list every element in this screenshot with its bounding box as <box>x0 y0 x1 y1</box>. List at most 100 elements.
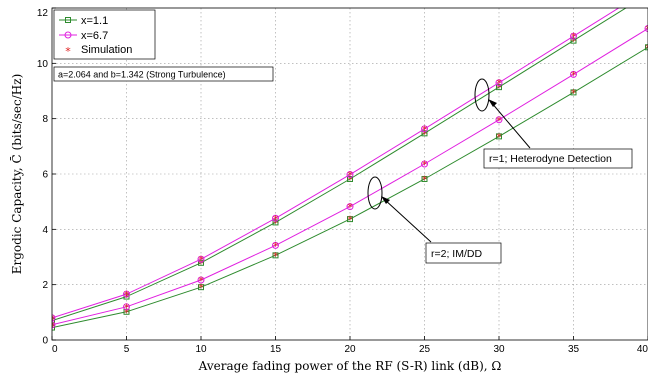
x-tick-label: 40 <box>637 344 648 355</box>
data-point-square <box>272 219 279 226</box>
series-group: ************************************ <box>49 8 648 335</box>
y-tick-label: 6 <box>42 170 48 181</box>
legend-label-simulation: Simulation <box>81 44 132 56</box>
x-tick-label: 20 <box>344 344 356 355</box>
legend-label-x67: x=6.7 <box>81 30 108 42</box>
data-point-circle <box>272 214 279 222</box>
data-point-circle <box>272 241 279 249</box>
series-layer: ************************************ <box>49 8 648 335</box>
x-axis-title: Average fading power of the RF (S-R) lin… <box>198 359 502 373</box>
data-point-circle <box>570 32 577 40</box>
x-tick-label: 10 <box>195 344 207 355</box>
parameter-note-box <box>53 66 274 82</box>
simulation-point: * <box>273 217 279 230</box>
simulation-point: * <box>496 131 502 144</box>
simulation-point: * <box>198 274 204 287</box>
annotation-heterodyne: r=1; Heterodyne Detection <box>474 78 633 169</box>
x-tick-label: 15 <box>270 344 282 355</box>
data-point-circle <box>346 171 354 179</box>
data-point-circle <box>52 314 56 322</box>
simulation-point: * <box>124 289 130 302</box>
annotation-heterodyne-arrowhead <box>488 99 497 107</box>
simulation-point: * <box>273 213 279 226</box>
data-point-square <box>421 175 428 182</box>
legend-square-marker <box>65 17 71 23</box>
parameter-note-text: a=2.064 and b=1.342 (Strong Turbulence) <box>58 70 226 80</box>
legend-item-x11: x=1.1 <box>59 15 108 27</box>
simulation-point: * <box>347 201 353 214</box>
legend-label-x11: x=1.1 <box>81 15 108 27</box>
data-point-circle <box>570 70 577 78</box>
simulation-point: * <box>124 306 130 319</box>
legend-asterisk-marker: * <box>65 45 71 58</box>
annotation-heterodyne-label: r=1; Heterodyne Detection <box>489 153 612 165</box>
data-point-circle <box>123 290 130 298</box>
simulation-point: * <box>347 173 353 186</box>
x-tick-label: 30 <box>493 344 505 355</box>
simulation-point: * <box>496 82 502 95</box>
simulation-point: * <box>273 240 279 253</box>
data-point-circle <box>421 160 428 168</box>
simulation-point: * <box>273 250 279 263</box>
annotation-imdd-arrowhead <box>381 196 390 204</box>
y-axis-title: Ergodic Capacity, C̄ (bits/sec/Hz) <box>9 74 24 275</box>
x-tick-label: 25 <box>419 344 431 355</box>
simulation-point: * <box>496 114 502 127</box>
legend: x=1.1 x=6.7 * Simulation <box>53 9 156 60</box>
simulation-point: * <box>571 35 577 48</box>
simulation-point: * <box>571 87 577 100</box>
annotation-heterodyne-ellipse <box>474 78 490 112</box>
data-point-square <box>198 284 204 291</box>
data-point-circle <box>52 321 56 329</box>
y-tick-label: 4 <box>42 225 48 236</box>
legend-circle-marker <box>64 31 72 39</box>
data-point-circle <box>123 303 130 311</box>
simulation-point: * <box>49 312 55 325</box>
annotation-imdd-label: r=2; IM/DD <box>431 248 482 260</box>
simulation-point: * <box>198 254 204 267</box>
y-tick-label: 0 <box>42 336 48 347</box>
annotation-imdd-ellipse <box>367 176 383 210</box>
annotation-imdd: r=2; IM/DD <box>367 176 502 264</box>
simulation-point: * <box>422 159 428 172</box>
data-point-circle <box>197 276 205 284</box>
data-point-square <box>496 84 502 91</box>
grid-lines <box>52 8 648 340</box>
simulation-point: * <box>49 315 55 328</box>
y-tick-label: 2 <box>42 280 48 291</box>
data-point-circle <box>421 125 428 133</box>
legend-item-simulation: * Simulation <box>65 44 132 58</box>
simulation-point: * <box>422 128 428 141</box>
simulation-point: * <box>422 123 428 136</box>
simulation-point: * <box>124 301 130 314</box>
data-point-square <box>52 324 55 331</box>
simulation-point: * <box>496 77 502 90</box>
axis-ticks: 0 5 10 15 20 25 30 35 40 0 2 4 6 8 10 12 <box>37 7 648 355</box>
data-point-circle <box>495 116 503 124</box>
series-line <box>52 8 620 319</box>
data-point-square <box>570 89 577 96</box>
data-point-circle <box>197 255 205 263</box>
data-point-circle <box>346 203 354 211</box>
simulation-point: * <box>422 173 428 186</box>
x-tick-label: 35 <box>568 344 580 355</box>
data-point-circle <box>495 79 503 87</box>
data-point-square <box>198 259 204 266</box>
y-tick-label: 8 <box>42 114 48 125</box>
series-line <box>52 8 627 322</box>
simulation-point: * <box>571 69 577 82</box>
simulation-point: * <box>49 319 55 332</box>
annotation-heterodyne-arrow <box>490 101 531 149</box>
simulation-point: * <box>645 23 648 36</box>
x-tick-label: 0 <box>52 344 58 355</box>
data-point-square <box>123 308 130 315</box>
data-point-square <box>645 44 648 51</box>
parameter-note: a=2.064 and b=1.342 (Strong Turbulence) <box>53 66 274 82</box>
legend-item-x67: x=6.7 <box>59 30 108 42</box>
y-tick-label: 12 <box>37 8 49 19</box>
data-point-square <box>570 37 577 44</box>
annotation-heterodyne-box <box>483 148 633 169</box>
series-line <box>52 46 648 329</box>
data-point-square <box>496 133 502 140</box>
